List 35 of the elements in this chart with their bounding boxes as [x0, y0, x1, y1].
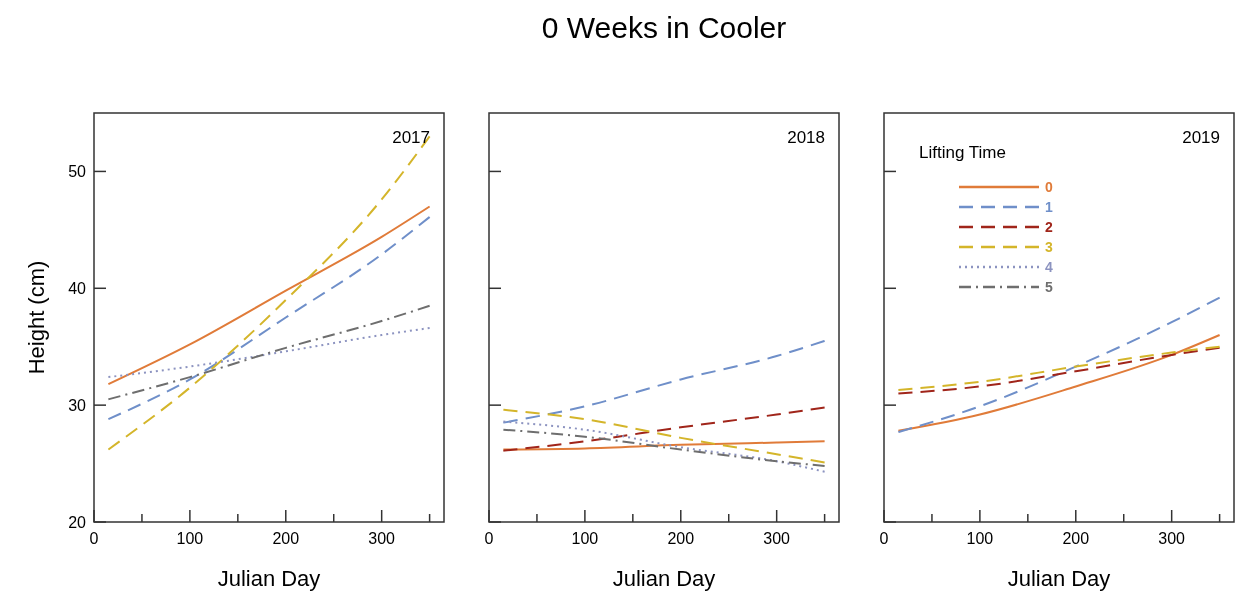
- x-tick-label: 200: [272, 530, 300, 547]
- y-tick-label: 30: [68, 397, 87, 415]
- text: 2: [1045, 219, 1053, 235]
- x-tick-label: 200: [667, 530, 695, 547]
- x-tick-label: 0: [484, 530, 494, 547]
- text: 3: [1045, 239, 1053, 255]
- text: 0: [1045, 179, 1053, 195]
- x-axis-title: Julian Day: [612, 566, 716, 591]
- line-series: [107, 205, 431, 386]
- x-tick-label: 300: [368, 530, 396, 547]
- annotation: 2018: [787, 128, 825, 147]
- x-axis-title: Julian Day: [1007, 566, 1111, 591]
- x-tick-label: 0: [879, 530, 889, 547]
- legend-label: 5: [1045, 279, 1053, 295]
- legend-label: 4: [1045, 259, 1053, 275]
- x-tick-label: 300: [763, 530, 791, 547]
- x-tick-label: 100: [966, 530, 994, 547]
- x-tick-label: 100: [571, 530, 599, 547]
- y-tick-label: 20: [68, 514, 87, 531]
- x-tick-label: 300: [1158, 530, 1186, 547]
- legend-title: Lifting Time: [919, 143, 1006, 162]
- line-series: [107, 304, 431, 401]
- x-tick-label: 200: [1062, 530, 1090, 547]
- y-tick-label: 40: [68, 280, 87, 298]
- line-series: [107, 216, 431, 421]
- x-tick-label: 0: [89, 530, 99, 547]
- annotation: 2017: [392, 128, 430, 147]
- annotation: 2019: [1182, 128, 1220, 147]
- chart-title: 0 Weeks in Cooler: [541, 11, 787, 44]
- y-tick-label: 50: [68, 163, 87, 181]
- x-tick-label: 100: [176, 530, 204, 547]
- y-axis-title: Height (cm): [24, 260, 49, 375]
- text: 1: [1045, 199, 1053, 215]
- x-axis-title: Julian Day: [217, 566, 321, 591]
- line-series: [107, 327, 431, 379]
